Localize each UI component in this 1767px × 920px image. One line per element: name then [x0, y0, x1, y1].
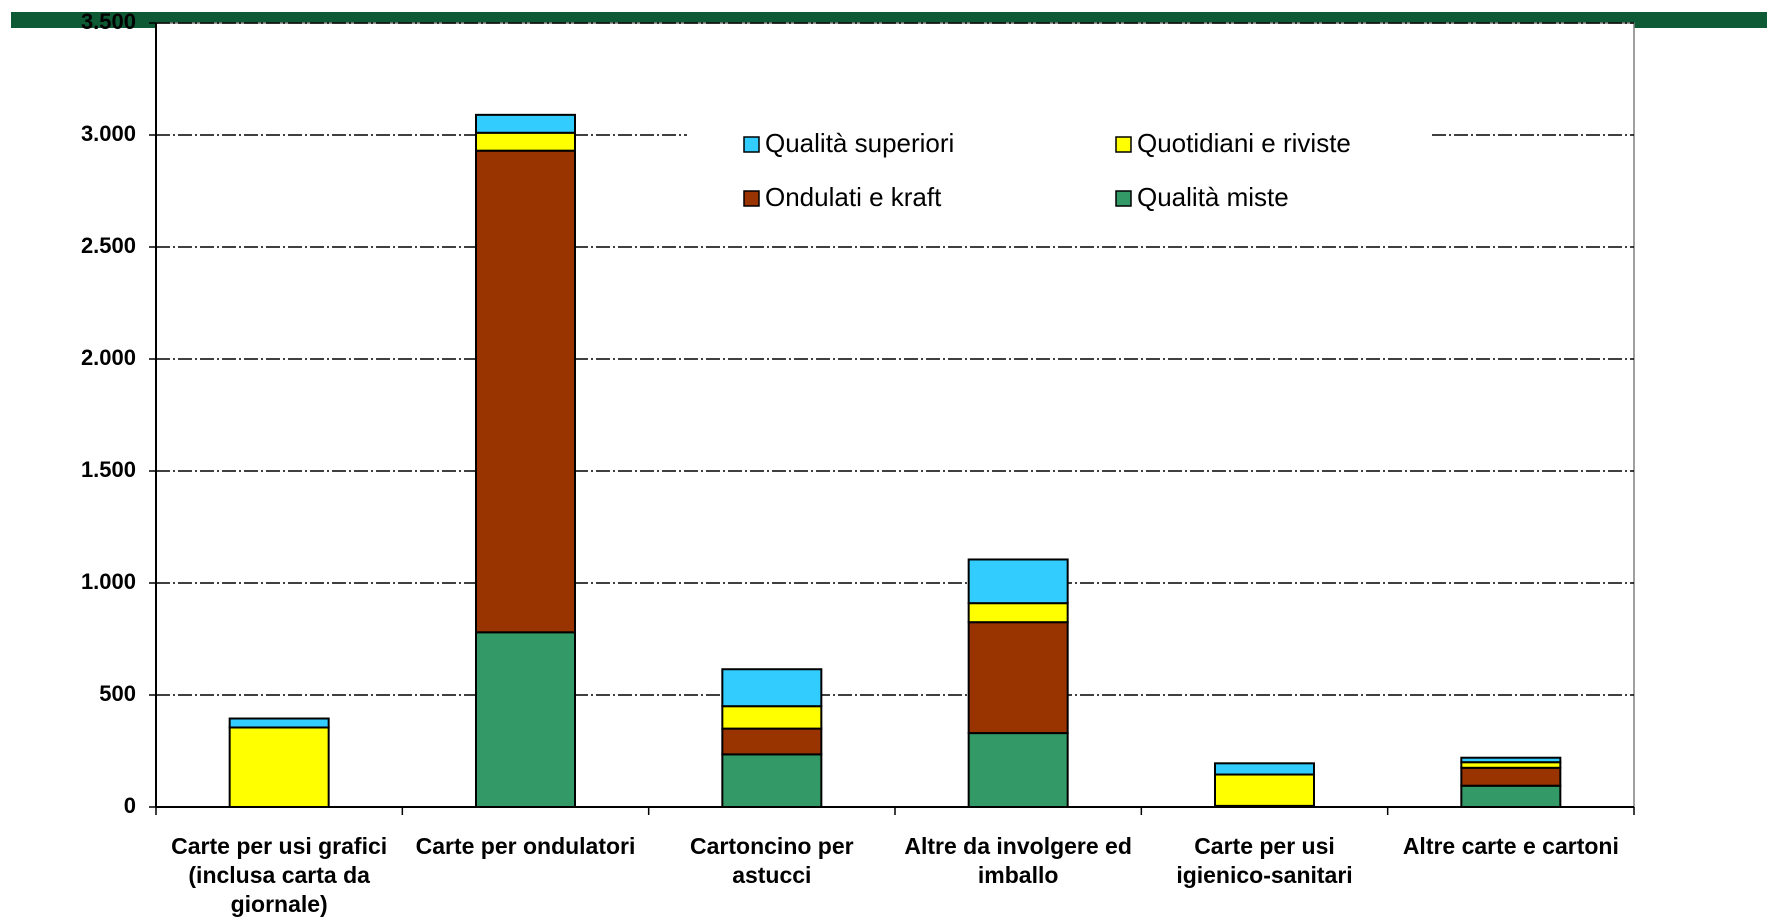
bar-segment	[721, 668, 823, 708]
y-tick-label: 1.000	[81, 569, 136, 594]
y-tick-label: 3.000	[81, 121, 136, 146]
x-tick-label: Altre da involgere ed imballo	[904, 833, 1132, 888]
bar-segment	[1214, 773, 1315, 807]
bar-segment	[721, 727, 823, 756]
bar-segment	[1460, 784, 1562, 808]
legend-label: Ondulati e kraft	[765, 182, 942, 212]
bar-segment	[967, 602, 1069, 624]
legend-swatch	[743, 190, 760, 207]
y-tick-label: 3.500	[81, 9, 136, 34]
x-tick-label: Altre carte e cartoni	[1402, 833, 1619, 859]
bar-segment	[967, 558, 1069, 605]
bar-segment	[1460, 766, 1562, 787]
legend-label: Qualità miste	[1137, 182, 1289, 212]
legend-swatch	[743, 136, 760, 153]
bar-segment	[721, 753, 823, 808]
y-tick-label: 2.000	[81, 345, 136, 370]
y-tick-label: 1.500	[81, 457, 136, 482]
y-tick-label: 0	[124, 793, 136, 818]
legend-label: Quotidiani e riviste	[1137, 128, 1351, 158]
x-tick-label: Carte per ondulatori	[415, 833, 636, 859]
legend-swatch	[1115, 136, 1132, 153]
bar-segment	[475, 113, 576, 134]
bar-segment	[1214, 762, 1315, 776]
bar-segment	[475, 149, 576, 634]
bar-segment	[967, 732, 1069, 809]
bar-segment	[967, 621, 1069, 735]
bar-segment	[228, 717, 330, 729]
x-tick-label: Carte per usi grafici (inclusa carta da …	[171, 833, 388, 917]
legend-swatch	[1115, 190, 1132, 207]
y-tick-label: 500	[99, 681, 136, 706]
y-tick-label: 2.500	[81, 233, 136, 258]
bar-segment	[475, 131, 576, 152]
x-tick-label: Carte per usi igienico-sanitari	[1176, 833, 1353, 888]
bar-segment	[475, 631, 576, 809]
x-tick-label: Cartoncino per astucci	[690, 833, 854, 888]
bar-segment	[721, 705, 823, 730]
bar-segment	[228, 726, 330, 808]
legend-box	[687, 113, 1429, 225]
legend-label: Qualità superiori	[765, 128, 954, 158]
bar-segment	[1460, 756, 1562, 764]
